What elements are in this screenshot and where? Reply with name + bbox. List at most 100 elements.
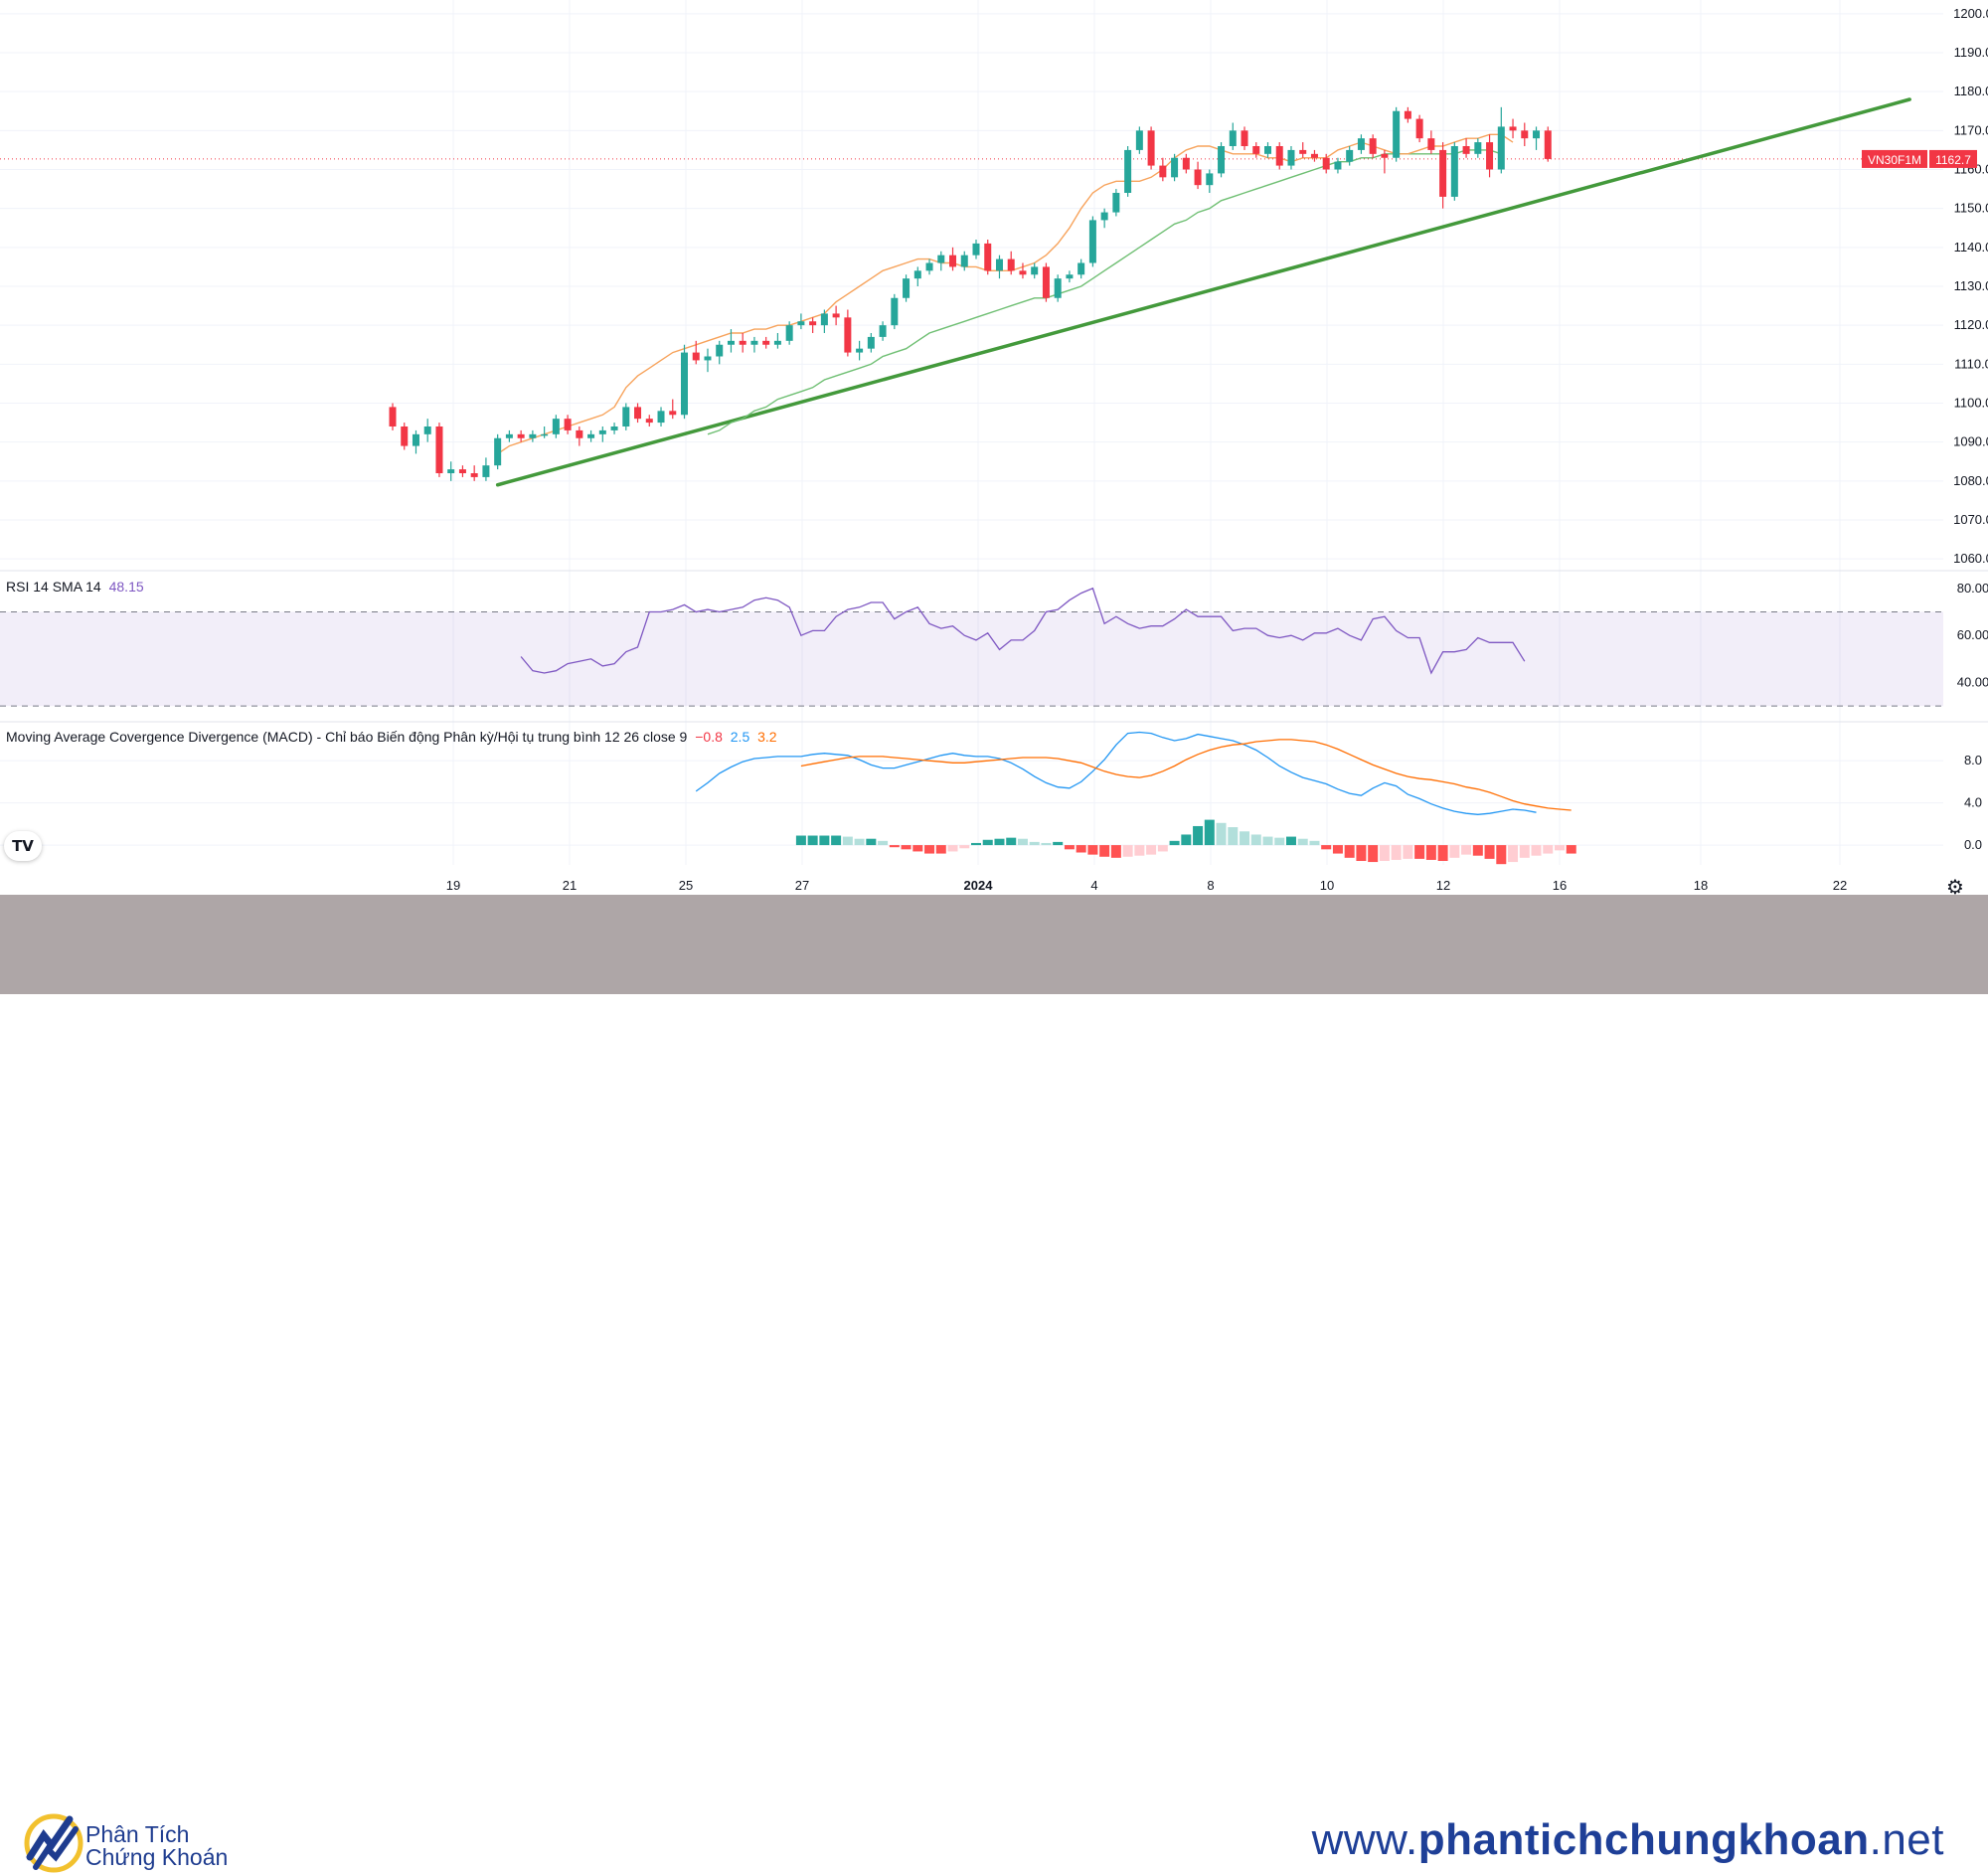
website-url[interactable]: www.phantichchungkhoan.net [1312, 1815, 1944, 1865]
last-price-tag-label: 1162.7 [1935, 153, 1971, 167]
macd-histogram-bar [1449, 845, 1460, 858]
candle-up [1264, 146, 1271, 154]
last-price-tag [1929, 149, 1977, 168]
candle-down [1159, 165, 1167, 178]
candle-up [856, 348, 864, 353]
macd-histogram-bar [1437, 845, 1448, 861]
macd-histogram-bar [1274, 837, 1285, 846]
macd-histogram-bar [866, 838, 877, 846]
price-axis-label: 1070.0 [1953, 512, 1988, 527]
candle-down [564, 419, 572, 430]
price-axis-label: 1200.0 [1953, 6, 1988, 21]
candle-down [1544, 130, 1552, 159]
rsi-legend[interactable]: RSI 14 SMA 14 48.15 [6, 579, 148, 595]
candle-down [517, 433, 525, 438]
tradingview-logo-icon[interactable]: TV [4, 831, 42, 861]
macd-axis-label: 8.0 [1964, 753, 1982, 767]
macd-histogram-bar [1555, 845, 1565, 851]
candle-down [1404, 110, 1411, 119]
candle-up [423, 426, 431, 434]
candle-down [1322, 157, 1330, 170]
candle-down [1509, 126, 1517, 131]
macd-histogram-bar [1006, 837, 1017, 846]
macd-histogram-bar [807, 835, 818, 846]
candle-down [739, 340, 746, 345]
macd-histogram-bar [1017, 838, 1028, 846]
ma-slow-line [707, 149, 1502, 435]
candle-down [1007, 258, 1015, 271]
x-tick-label: 8 [1207, 878, 1214, 893]
candle-up [1031, 266, 1039, 275]
x-tick-label: 16 [1553, 878, 1567, 893]
macd-histogram-bar [1297, 838, 1308, 846]
candle-down [949, 255, 957, 267]
brand-logo-icon [24, 1813, 83, 1873]
candle-down [576, 429, 583, 438]
macd-histogram-bar [901, 845, 911, 850]
x-tick-label: 21 [563, 878, 577, 893]
macd-histogram-bar [1472, 845, 1483, 856]
macd-histogram-bar [1041, 842, 1052, 846]
chart-svg[interactable]: 19 21 25 27 2024 4 8 10 12 16 18 22 1200.0 1190.0 1180… [0, 0, 1988, 895]
candle-up [1287, 149, 1295, 166]
macd-histogram-bar [1216, 822, 1227, 846]
candle-down [645, 419, 653, 424]
url-main: phantichchungkhoan [1417, 1815, 1870, 1864]
candle-down [1252, 146, 1260, 154]
macd-histogram-bar [1332, 845, 1343, 854]
candle-down [844, 317, 852, 353]
candle-up [1218, 146, 1226, 174]
candle-down [1147, 130, 1155, 166]
macd-legend[interactable]: Moving Average Covergence Divergence (MA… [6, 729, 781, 745]
macd-histogram-bar [994, 838, 1005, 846]
price-axis-label: 1060.0 [1953, 551, 1988, 566]
candle-down [1275, 146, 1283, 166]
rsi-axis-label: 80.00 [1957, 581, 1988, 596]
price-axis-label: 1080.0 [1953, 473, 1988, 488]
macd-histogram-bar [1250, 834, 1261, 846]
candle-up [903, 278, 911, 298]
price-axis-label: 1100.0 [1954, 396, 1988, 411]
macd-histogram-bar [1391, 845, 1402, 860]
candle-down [1019, 270, 1027, 275]
x-tick-label: 12 [1436, 878, 1450, 893]
candle-up [1171, 157, 1179, 178]
macd-histogram-bar [1029, 841, 1040, 846]
candle-up [1088, 220, 1096, 263]
price-axis-label: 1120.0 [1954, 317, 1988, 332]
x-tick-label: 22 [1833, 878, 1847, 893]
candle-down [1194, 169, 1202, 186]
macd-histogram-bar [1403, 845, 1413, 859]
candle-up [1077, 262, 1085, 275]
macd-axis-label: 4.0 [1964, 795, 1982, 810]
trend-line [495, 97, 1911, 487]
candle-up [1334, 161, 1342, 170]
candle-up [1393, 110, 1401, 158]
macd-legend-hist-value: −0.8 [695, 729, 723, 745]
candle-down [1042, 266, 1050, 298]
candle-up [960, 255, 968, 267]
macd-histogram-bar [1064, 845, 1075, 850]
candle-up [1346, 149, 1354, 162]
macd-histogram-bar [1157, 845, 1168, 852]
candle-down [470, 473, 478, 477]
macd-histogram-bar [1146, 845, 1157, 855]
gear-icon[interactable]: ⚙ [1946, 875, 1964, 899]
candle-down [1299, 149, 1307, 154]
candle-up [505, 433, 513, 438]
macd-histogram-bar [1566, 845, 1576, 854]
macd-histogram-bar [1262, 836, 1273, 846]
candle-up [1112, 193, 1120, 213]
x-tick-label: 25 [679, 878, 693, 893]
candle-up [1066, 274, 1074, 279]
candle-up [797, 321, 805, 326]
candle-up [1206, 173, 1214, 186]
macd-histogram-bar [1356, 845, 1367, 861]
candle-up [1135, 130, 1143, 150]
macd-legend-macd-value: 2.5 [730, 729, 750, 745]
x-tick-label: 4 [1090, 878, 1097, 893]
candle-down [669, 411, 677, 416]
url-suffix: .net [1869, 1815, 1944, 1864]
macd-histogram-bar [971, 842, 981, 846]
candle-up [891, 297, 899, 326]
